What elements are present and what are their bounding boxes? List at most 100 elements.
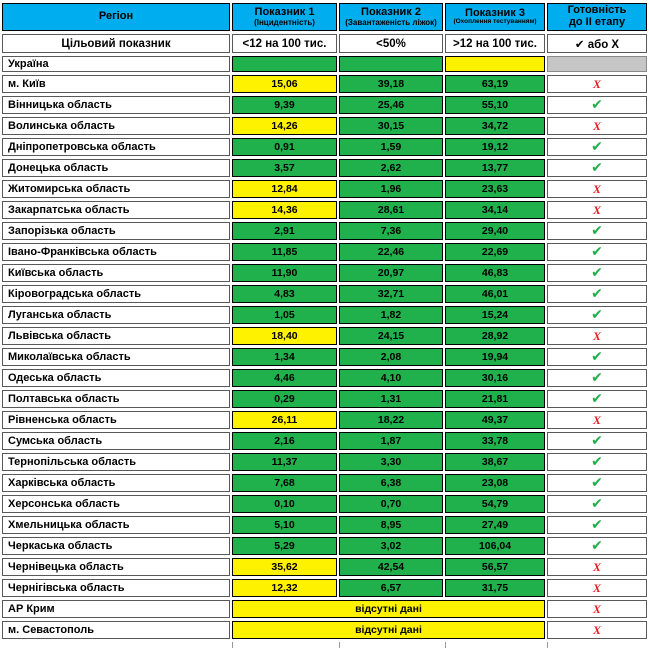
cross-icon: Х <box>592 182 601 196</box>
indicator2-title: Показник 2 <box>361 6 421 19</box>
indicator3-cell: 30,16 <box>445 369 545 387</box>
indicator2-cell: 7,36 <box>339 222 443 240</box>
indicator1-cell: 12,32 <box>232 579 337 597</box>
indicator1-cell: 9,39 <box>232 96 337 114</box>
check-icon: ✔ <box>591 139 603 155</box>
region-cell: Запорізька область <box>2 222 230 240</box>
indicator2-cell: 6,57 <box>339 579 443 597</box>
cross-icon: Х <box>592 119 601 133</box>
indicator1-cell: 0,10 <box>232 495 337 513</box>
cutoff-cell <box>232 642 337 648</box>
check-icon: ✔ <box>591 244 603 260</box>
readiness-cell: Х <box>547 579 647 597</box>
indicator2-cell: 1,59 <box>339 138 443 156</box>
readiness-cell: Х <box>547 558 647 576</box>
table-row: м. Севастополь відсутні дані Х <box>2 621 647 639</box>
cross-icon: Х <box>592 623 601 637</box>
no-data-cell: відсутні дані <box>232 600 545 618</box>
table-row: Вінницька область 9,39 25,46 55,10 ✔ <box>2 96 647 114</box>
region-cell: Чернівецька область <box>2 558 230 576</box>
indicator1-cell: 3,57 <box>232 159 337 177</box>
indicator2-cell: 18,22 <box>339 411 443 429</box>
indicator1-cell: 0,91 <box>232 138 337 156</box>
indicator1-cell: 11,37 <box>232 453 337 471</box>
table-row: Донецька область 3,57 2,62 13,77 ✔ <box>2 159 647 177</box>
readiness-cell: ✔ <box>547 516 647 534</box>
readiness-cell: ✔ <box>547 348 647 366</box>
cutoff-cell <box>547 642 647 648</box>
col-header-indicator3: Показник 3 (Охоплення тестуванням) <box>445 3 545 31</box>
cross-icon: Х <box>592 602 601 616</box>
target-indicator1-cell: <12 на 100 тис. <box>232 34 337 53</box>
indicator2-cell: 1,87 <box>339 432 443 450</box>
readiness-cell: ✔ <box>547 159 647 177</box>
check-icon: ✔ <box>591 496 603 512</box>
indicator2-cell: 20,97 <box>339 264 443 282</box>
cutoff-cell <box>2 642 230 648</box>
table-row: АР Крим відсутні дані Х <box>2 600 647 618</box>
cross-icon: Х <box>592 77 601 91</box>
table-row: Миколаївська область 1,34 2,08 19,94 ✔ <box>2 348 647 366</box>
indicator2-cell: 1,82 <box>339 306 443 324</box>
indicator3-cell: 22,69 <box>445 243 545 261</box>
target-label-cell: Цільовий показник <box>2 34 230 53</box>
table-row: Харківська область 7,68 6,38 23,08 ✔ <box>2 474 647 492</box>
readiness-cell: ✔ <box>547 453 647 471</box>
readiness-cell: ✔ <box>547 537 647 555</box>
region-cell: Донецька область <box>2 159 230 177</box>
indicator3-cell: 13,77 <box>445 159 545 177</box>
region-cell: Івано-Франківська область <box>2 243 230 261</box>
target-indicator2-cell: <50% <box>339 34 443 53</box>
indicator3-cell: 46,01 <box>445 285 545 303</box>
readiness-cell: ✔ <box>547 264 647 282</box>
table-row: Луганська область 1,05 1,82 15,24 ✔ <box>2 306 647 324</box>
indicator2-cell: 3,02 <box>339 537 443 555</box>
indicator1-cell: 5,29 <box>232 537 337 555</box>
check-icon: ✔ <box>591 538 603 554</box>
target-row: Цільовий показник <12 на 100 тис. <50% >… <box>2 34 647 53</box>
cross-icon: Х <box>592 581 601 595</box>
table-body: Україна м. Київ 15,06 39,18 63,19 Х Вінницька … <box>2 56 647 648</box>
region-cell: Тернопільська область <box>2 453 230 471</box>
indicator2-cell: 24,15 <box>339 327 443 345</box>
region-cell: Харківська область <box>2 474 230 492</box>
indicator1-cell: 4,83 <box>232 285 337 303</box>
readiness-cell: Х <box>547 180 647 198</box>
readiness-cell <box>547 56 647 72</box>
region-cell: Луганська область <box>2 306 230 324</box>
table-row: Івано-Франківська область 11,85 22,46 22,69… <box>2 243 647 261</box>
indicator1-cell: 35,62 <box>232 558 337 576</box>
indicator1-cell: 14,26 <box>232 117 337 135</box>
indicator1-cell: 12,84 <box>232 180 337 198</box>
indicator3-cell: 33,78 <box>445 432 545 450</box>
readiness-cell: Х <box>547 411 647 429</box>
indicator3-cell: 54,79 <box>445 495 545 513</box>
readiness-cell: ✔ <box>547 96 647 114</box>
indicator3-cell: 34,72 <box>445 117 545 135</box>
readiness-title-line2: до ІІ етапу <box>568 16 626 28</box>
col-header-readiness: Готовність до ІІ етапу <box>547 3 647 31</box>
indicator1-cell: 26,11 <box>232 411 337 429</box>
readiness-cell: Х <box>547 621 647 639</box>
check-icon: ✔ <box>591 454 603 470</box>
table-row: Чернігівська область 12,32 6,57 31,75 Х <box>2 579 647 597</box>
indicator3-cell: 49,37 <box>445 411 545 429</box>
table-row: Закарпатська область 14,36 28,61 34,14 Х <box>2 201 647 219</box>
indicator3-cell: 38,67 <box>445 453 545 471</box>
indicator3-cell: 15,24 <box>445 306 545 324</box>
readiness-cell: ✔ <box>547 369 647 387</box>
target-indicator3-cell: >12 на 100 тис. <box>445 34 545 53</box>
indicator1-cell: 1,34 <box>232 348 337 366</box>
indicator3-cell: 19,94 <box>445 348 545 366</box>
table-row: Хмельницька область 5,10 8,95 27,49 ✔ <box>2 516 647 534</box>
cross-icon: Х <box>592 329 601 343</box>
indicator2-cell: 32,71 <box>339 285 443 303</box>
region-header-label: Регіон <box>98 10 134 23</box>
indicator3-cell: 56,57 <box>445 558 545 576</box>
indicator3-cell: 55,10 <box>445 96 545 114</box>
indicator1-cell: 7,68 <box>232 474 337 492</box>
region-cell: Чернігівська область <box>2 579 230 597</box>
region-cell: Черкаська область <box>2 537 230 555</box>
indicator2-cell: 2,08 <box>339 348 443 366</box>
indicator3-title: Показник 3 <box>465 6 525 19</box>
